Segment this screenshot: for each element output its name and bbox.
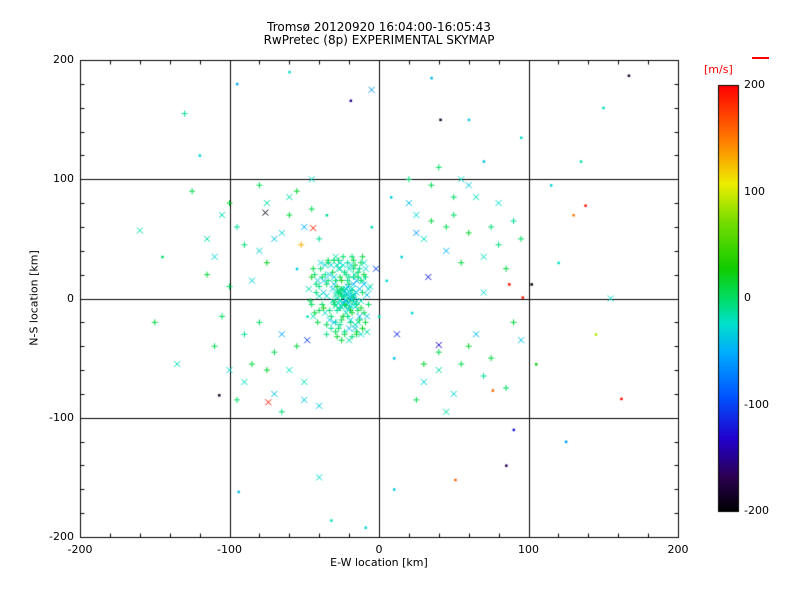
x-axis-label: E-W location [km]	[330, 556, 428, 569]
y-tick-label: 100	[53, 172, 74, 186]
colorbar-tick-label: -100	[744, 397, 769, 411]
colorbar-top-red-tick	[752, 57, 769, 59]
x-tick-label: 100	[518, 543, 539, 556]
colorbar-units-label: [m/s]	[704, 63, 733, 76]
x-tick-label: -200	[67, 543, 93, 556]
y-tick-label: 0	[67, 291, 74, 305]
plot-title-line2: RwPretec (8p) EXPERIMENTAL SKYMAP	[263, 33, 495, 47]
colorbar-tick-label: 200	[744, 78, 765, 91]
x-tick-label: 0	[375, 543, 383, 556]
x-tick-label: -100	[217, 543, 242, 556]
y-tick-label: -100	[49, 410, 74, 424]
colorbar-tick-label: 100	[744, 184, 765, 198]
y-tick-label: -200	[49, 530, 74, 543]
plot-title-line1: Tromsø 20120920 16:04:00-16:05:43	[267, 20, 491, 34]
x-tick-label: 200	[667, 543, 689, 556]
colorbar-tick-label: 0	[744, 291, 751, 304]
y-tick-label: 200	[53, 53, 74, 66]
colorbar-tick-label: -200	[744, 504, 769, 517]
